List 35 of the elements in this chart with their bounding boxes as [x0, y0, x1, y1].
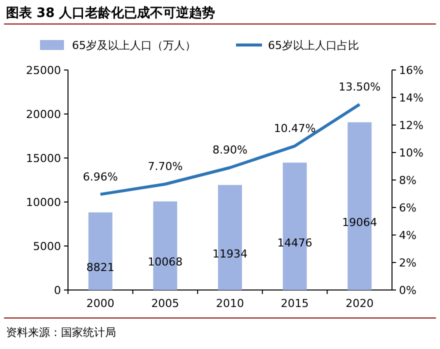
x-tick-label: 2010 [216, 297, 244, 310]
data-label: 19064 [342, 216, 378, 230]
y2-tick-label: 8% [399, 174, 416, 187]
chart-title: 图表 38 人口老龄化已成不可逆趋势 [6, 5, 216, 21]
data-label: 6.96% [82, 170, 118, 184]
x-tick-label: 2005 [151, 297, 180, 310]
x-tick-label: 2015 [280, 297, 309, 310]
data-label: 11934 [212, 247, 248, 260]
y-tick-label: 10000 [26, 196, 61, 209]
y2-tick-label: 12% [399, 119, 424, 132]
x-tick-label: 2000 [86, 297, 114, 310]
y2-tick-label: 4% [399, 229, 416, 242]
data-label: 7.70% [148, 160, 183, 174]
y-tick-label: 15000 [26, 152, 61, 165]
data-label: 10068 [148, 256, 183, 269]
y-tick-label: 0 [54, 284, 61, 297]
y2-tick-label: 6% [399, 202, 416, 214]
legend-label: 65岁以上人口占比 [268, 39, 359, 52]
legend-label: 65岁及以上人口（万人） [72, 39, 196, 52]
bar [88, 212, 112, 290]
y-tick-label: 25000 [26, 64, 61, 77]
x-tick-label: 2020 [346, 297, 374, 310]
y2-tick-label: 16% [399, 64, 424, 77]
text: 资料来源：国家统计局 [6, 326, 116, 339]
data-label: 8.90% [212, 144, 248, 157]
y2-tick-label: 0% [399, 284, 416, 297]
y2-tick-label: 14% [399, 92, 424, 104]
y-tick-label: 20000 [26, 108, 61, 121]
y-tick-label: 5000 [33, 240, 61, 253]
data-label: 10.47% [274, 122, 316, 136]
y2-tick-label: 2% [399, 256, 416, 270]
data-label: 14476 [277, 236, 312, 250]
y2-tick-label: 10% [399, 146, 424, 160]
data-label: 13.50% [338, 80, 381, 94]
data-label: 8821 [86, 261, 114, 274]
